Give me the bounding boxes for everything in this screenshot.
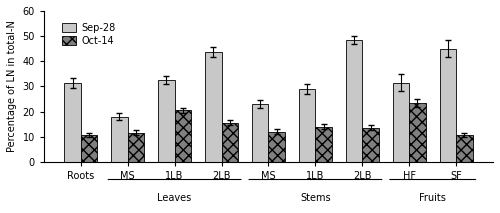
Bar	[205, 52, 222, 162]
Bar	[393, 83, 409, 162]
Bar	[456, 135, 472, 162]
Bar	[174, 110, 191, 162]
Bar	[268, 132, 285, 162]
Legend: Sep-28, Oct-14: Sep-28, Oct-14	[58, 19, 119, 49]
Bar	[158, 80, 174, 162]
Bar	[410, 103, 426, 162]
Bar	[64, 83, 80, 162]
Text: Fruits: Fruits	[420, 193, 446, 203]
Bar	[222, 123, 238, 162]
Bar	[299, 89, 316, 162]
Bar	[128, 133, 144, 162]
Bar	[346, 40, 362, 162]
Y-axis label: Percentage of LN in total-N: Percentage of LN in total-N	[7, 20, 17, 152]
Bar	[440, 49, 456, 162]
Bar	[316, 127, 332, 162]
Text: Leaves: Leaves	[158, 193, 192, 203]
Bar	[112, 117, 128, 162]
Bar	[80, 135, 97, 162]
Text: Stems: Stems	[300, 193, 330, 203]
Bar	[362, 128, 379, 162]
Bar	[252, 104, 268, 162]
